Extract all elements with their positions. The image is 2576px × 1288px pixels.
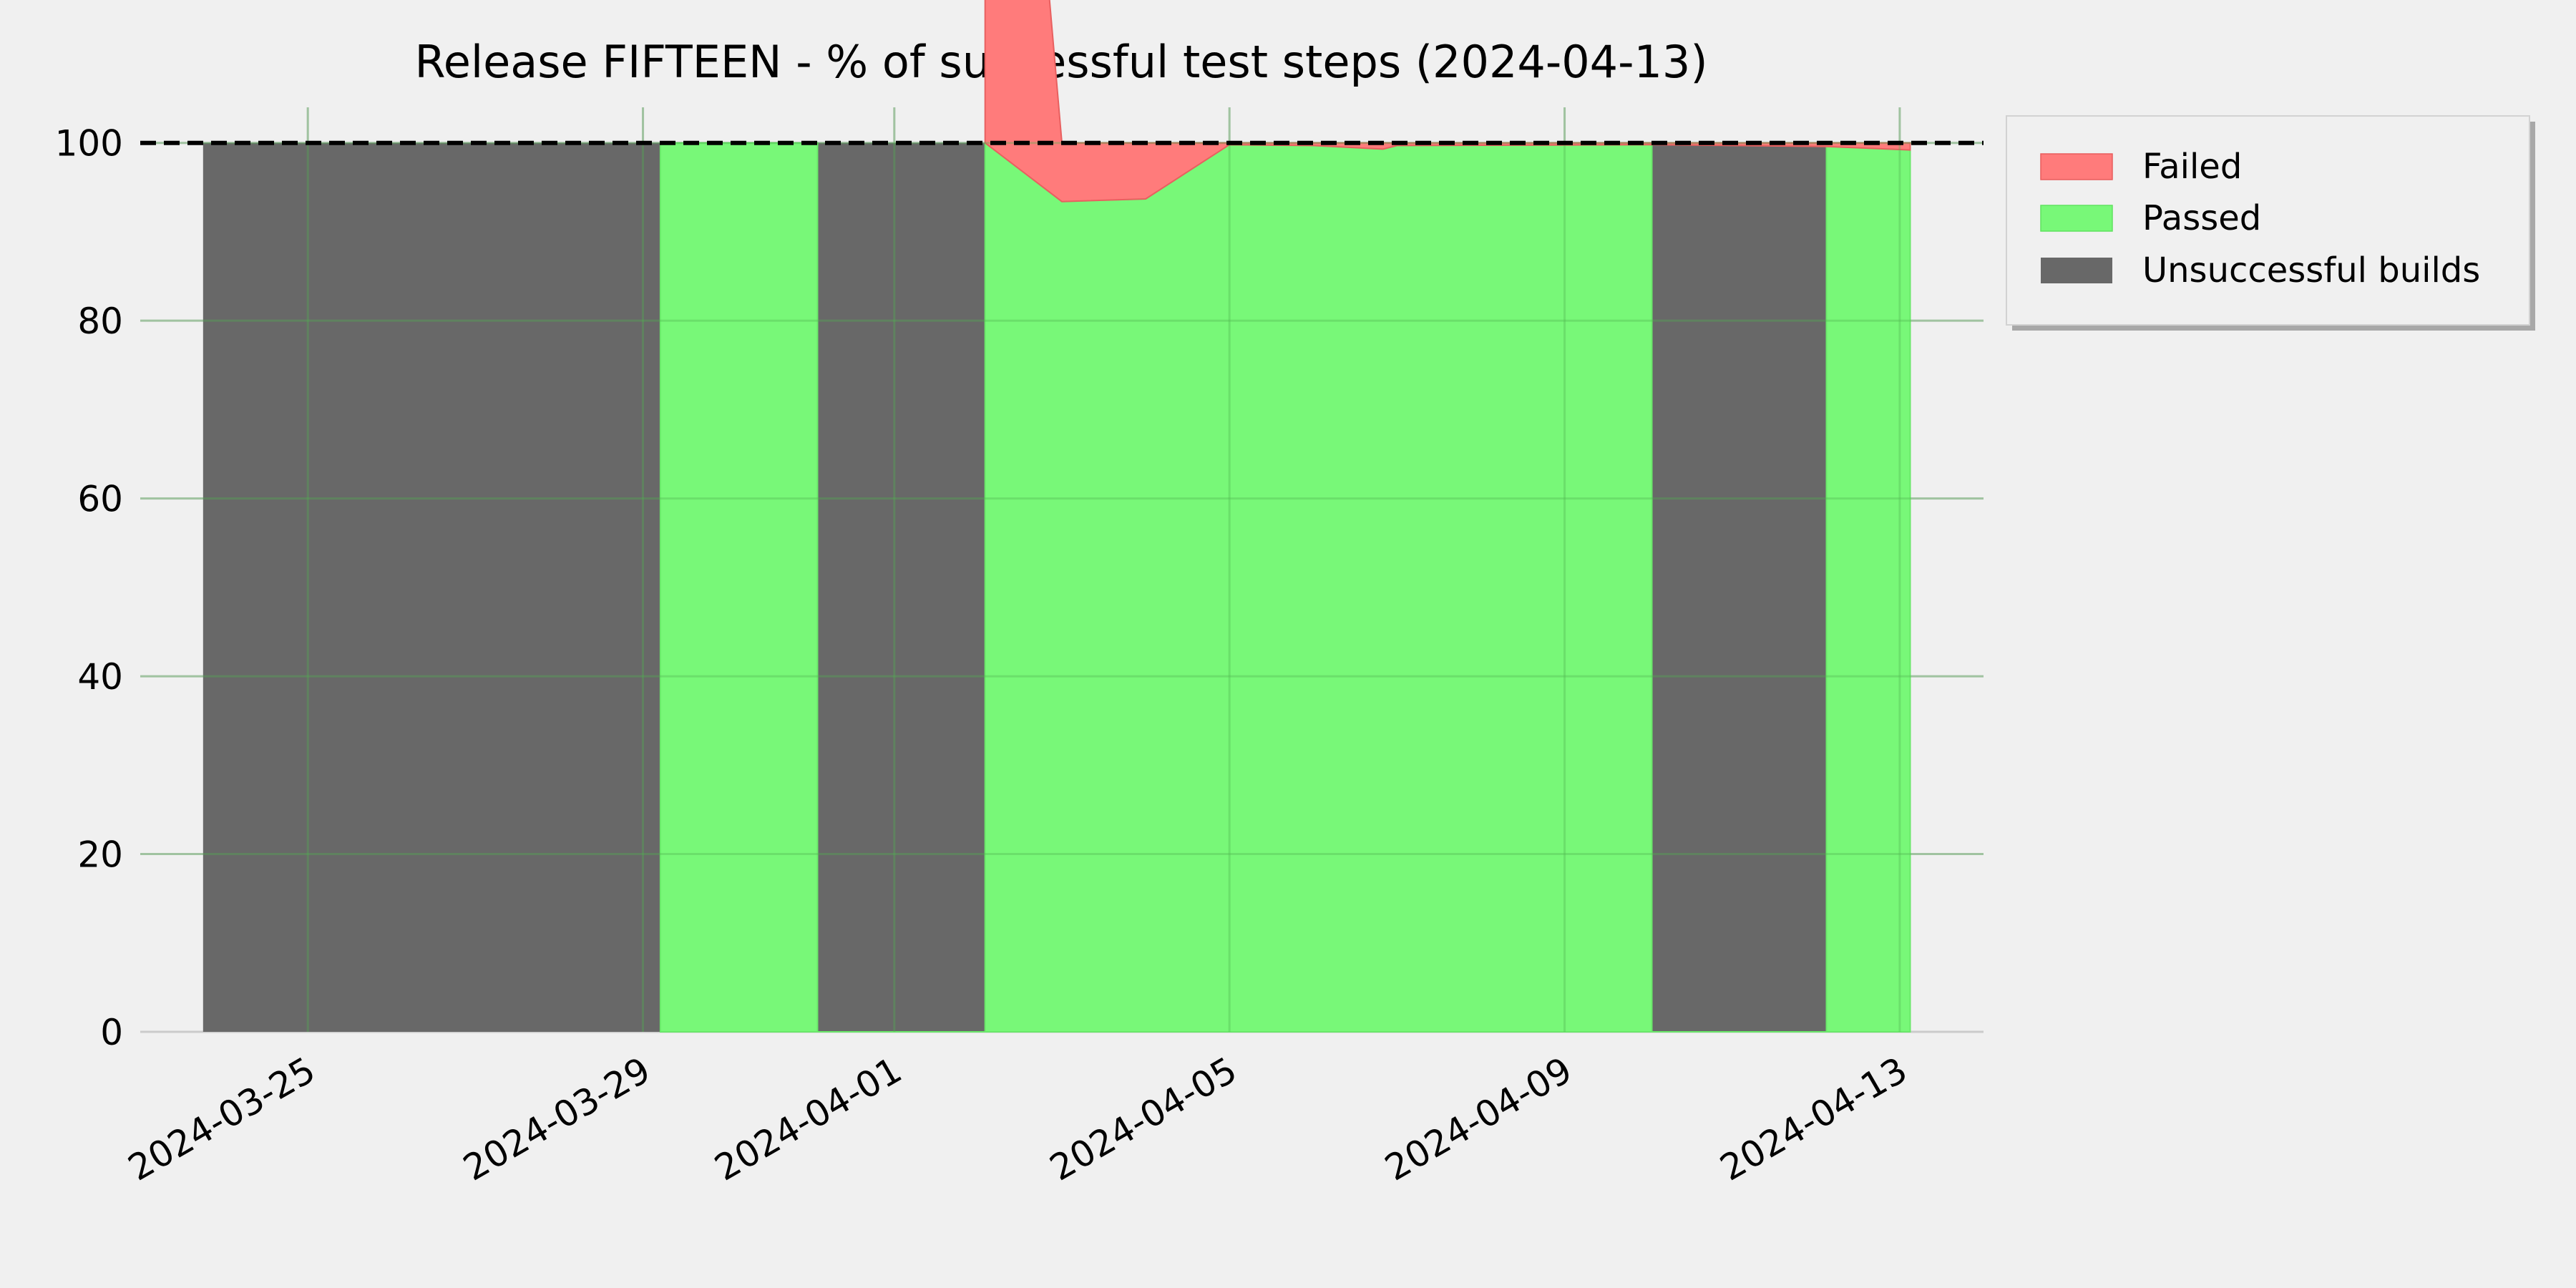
y-tick-label: 80	[77, 301, 123, 342]
y-tick-label: 100	[55, 123, 123, 165]
plot-areas	[203, 0, 1911, 1033]
legend-label-passed: Passed	[2142, 198, 2261, 238]
y-tick-label: 20	[77, 834, 123, 876]
unsuccessful-builds-band	[203, 142, 660, 1033]
legend: Failed Passed Unsuccessful builds	[2006, 115, 2535, 331]
unsuccessful-builds-band	[1652, 142, 1827, 1033]
chart-title: Release FIFTEEN - % of successful test s…	[414, 36, 1707, 88]
legend-swatch-passed	[2040, 205, 2113, 232]
y-axis-ticks: 0 20 40 60 80 100	[55, 123, 123, 1053]
legend-label-unsuccessful-builds: Unsuccessful builds	[2142, 250, 2480, 291]
legend-swatch-failed	[2040, 153, 2113, 180]
y-tick-label: 60	[77, 479, 123, 520]
legend-item-unsuccessful-builds: Unsuccessful builds	[2041, 250, 2480, 291]
legend-item-passed: Passed	[2040, 198, 2261, 238]
legend-item-failed: Failed	[2040, 147, 2242, 187]
y-tick-label: 0	[100, 1012, 123, 1053]
unsuccessful-builds-band	[817, 142, 985, 1033]
legend-label-failed: Failed	[2142, 147, 2242, 187]
y-tick-label: 40	[77, 656, 123, 698]
legend-swatch-unsuccessful-builds	[2041, 258, 2112, 283]
